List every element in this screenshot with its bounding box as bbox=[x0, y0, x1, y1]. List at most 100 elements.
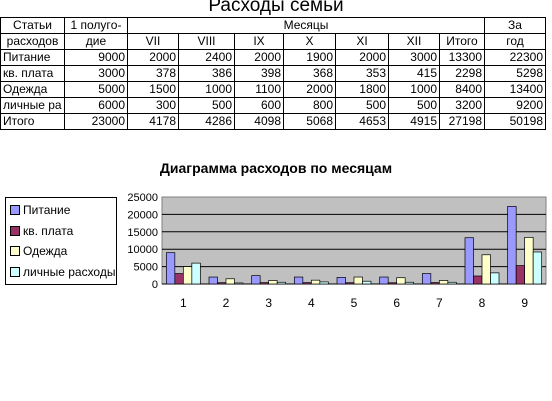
bar bbox=[430, 282, 440, 285]
bar bbox=[310, 279, 321, 285]
y-tick-label: 15000 bbox=[127, 227, 158, 239]
month-value: 2400 bbox=[178, 49, 235, 66]
month-value: 4653 bbox=[335, 113, 389, 130]
half-year-value: 23000 bbox=[64, 113, 128, 130]
legend-label: личные расходы bbox=[23, 264, 116, 279]
month-value: 2000 bbox=[335, 49, 389, 66]
bar bbox=[345, 282, 355, 285]
month-value: 1100 bbox=[234, 81, 284, 98]
x-tick-label: 8 bbox=[479, 296, 486, 310]
month-value: 4915 bbox=[388, 113, 440, 130]
bar bbox=[217, 282, 227, 285]
half-year-value: 6000 bbox=[64, 97, 128, 114]
total-value: 27198 bbox=[439, 113, 485, 130]
month-value: 4098 bbox=[234, 113, 284, 130]
bar bbox=[174, 273, 184, 285]
table-row: кв. плата 3000 378 386 398 368 353 415 2298 5298 bbox=[0, 65, 546, 82]
page-title: Расходы семьи bbox=[208, 0, 344, 16]
legend-item: Питание bbox=[10, 202, 70, 218]
bar bbox=[387, 282, 398, 285]
total-value: 2298 bbox=[439, 65, 485, 82]
bar bbox=[276, 281, 287, 285]
month-header: X bbox=[283, 33, 336, 50]
bar bbox=[404, 281, 415, 285]
month-header: IX bbox=[234, 33, 284, 50]
month-value: 2000 bbox=[283, 81, 336, 98]
bar bbox=[396, 277, 406, 285]
x-tick-label: 6 bbox=[393, 296, 400, 310]
expenses-chart: Диаграмма расходов по месяцам 0 5000 10000… bbox=[0, 152, 552, 317]
month-header: VII bbox=[127, 33, 179, 50]
month-header: XII bbox=[388, 33, 440, 50]
table-row: Питание 9000 2000 2400 2000 1900 2000 3000 13300… bbox=[0, 49, 546, 66]
year-value: 22300 bbox=[484, 49, 546, 66]
y-tick-label: 25000 bbox=[127, 192, 158, 204]
half-year-value: 3000 bbox=[64, 65, 128, 82]
legend-label: кв. плата bbox=[23, 223, 74, 238]
total-value: 13300 bbox=[439, 49, 485, 66]
year-value: 5298 bbox=[484, 65, 546, 82]
y-tick-label: 10000 bbox=[127, 244, 158, 256]
header-half-year-2: дие bbox=[64, 33, 128, 50]
month-value: 2000 bbox=[127, 49, 179, 66]
month-value: 368 bbox=[283, 65, 336, 82]
bar bbox=[421, 273, 432, 285]
header-row-1: Статьи 1 полугo- Месяцы За bbox=[0, 17, 546, 34]
total-value: 8400 bbox=[439, 81, 485, 98]
total-header: Итого bbox=[439, 33, 485, 50]
row-name: личные ра bbox=[0, 97, 65, 114]
header-category: Статьи bbox=[0, 17, 65, 34]
x-tick-label: 3 bbox=[265, 296, 272, 310]
month-value: 500 bbox=[178, 97, 235, 114]
month-header: VIII bbox=[178, 33, 235, 50]
chart-legend: Питание кв. плата Одежда личные расходы bbox=[5, 197, 117, 285]
year-value: 13400 bbox=[484, 81, 546, 98]
bar bbox=[336, 277, 346, 285]
month-value: 1000 bbox=[178, 81, 235, 98]
bar bbox=[302, 282, 312, 285]
bar bbox=[234, 282, 244, 285]
bar bbox=[524, 237, 534, 285]
bar bbox=[251, 275, 261, 285]
month-value: 2000 bbox=[234, 49, 284, 66]
bar bbox=[464, 237, 474, 285]
bar bbox=[438, 280, 449, 285]
row-name: Итого bbox=[0, 113, 65, 130]
bar bbox=[473, 275, 483, 285]
x-tick-label: 2 bbox=[223, 296, 230, 310]
bar bbox=[268, 280, 278, 285]
month-value: 4178 bbox=[127, 113, 179, 130]
x-tick-label: 7 bbox=[436, 296, 443, 310]
row-name: Одежда bbox=[0, 81, 65, 98]
legend-label: Одежда bbox=[23, 244, 68, 258]
header-row-2: расходов дие VII VIII IX X XI XII Итого … bbox=[0, 33, 546, 50]
row-name: Питание bbox=[0, 49, 65, 66]
y-tick-label: 5000 bbox=[134, 262, 158, 274]
bar bbox=[165, 252, 176, 285]
row-name: кв. плата bbox=[0, 65, 65, 82]
bar bbox=[447, 281, 457, 285]
month-value: 415 bbox=[388, 65, 440, 82]
table-row: Одежда 5000 1500 1000 1100 2000 1800 1000 8400 13… bbox=[0, 81, 546, 98]
x-tick-label: 1 bbox=[180, 296, 187, 310]
x-tick-label: 5 bbox=[351, 296, 358, 310]
bar bbox=[293, 276, 304, 285]
month-value: 353 bbox=[335, 65, 389, 82]
x-tick-label: 4 bbox=[308, 296, 315, 310]
bar bbox=[259, 282, 270, 285]
month-value: 300 bbox=[127, 97, 179, 114]
header-half-year: 1 полугo- bbox=[64, 17, 128, 34]
year-value: 9200 bbox=[484, 97, 546, 114]
bar bbox=[353, 276, 363, 285]
legend-item: кв. плата bbox=[10, 223, 73, 239]
x-tick-label: 9 bbox=[521, 296, 528, 310]
bar bbox=[319, 281, 329, 285]
header-months: Месяцы bbox=[127, 17, 485, 34]
legend-item: личные расходы bbox=[10, 264, 115, 280]
bar bbox=[481, 254, 491, 285]
month-value: 800 bbox=[283, 97, 336, 114]
y-tick-label: 0 bbox=[152, 279, 158, 291]
table-row: личные ра 6000 300 500 600 800 500 500 3200 9200 bbox=[0, 97, 546, 114]
half-year-value: 9000 bbox=[64, 49, 128, 66]
total-value: 3200 bbox=[439, 97, 485, 114]
